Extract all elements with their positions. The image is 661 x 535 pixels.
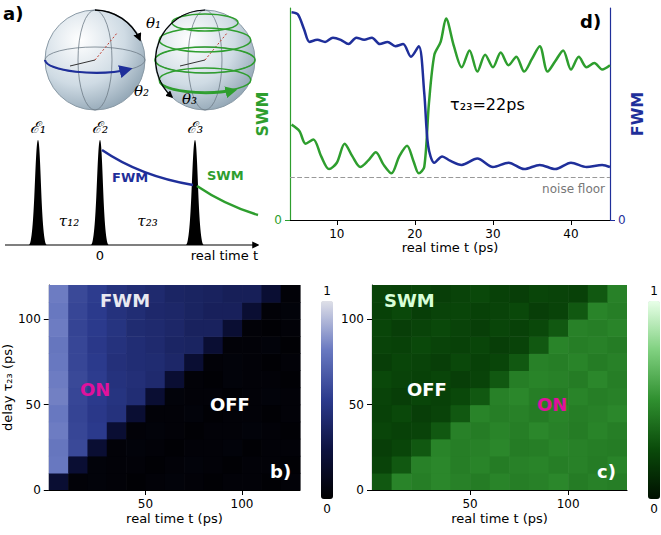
svg-text:c): c) <box>597 461 616 482</box>
svg-text:θ₃: θ₃ <box>182 90 197 108</box>
svg-text:τ₁₂: τ₁₂ <box>59 212 79 230</box>
svg-text:100: 100 <box>557 497 580 511</box>
svg-text:0: 0 <box>618 213 626 227</box>
svg-text:ℰ₁: ℰ₁ <box>30 118 46 137</box>
svg-text:a): a) <box>3 3 23 24</box>
svg-text:SWM: SWM <box>207 168 244 183</box>
svg-text:0: 0 <box>356 483 364 497</box>
svg-text:1: 1 <box>323 284 331 298</box>
svg-text:20: 20 <box>407 227 422 241</box>
svg-text:real time t (ps): real time t (ps) <box>451 511 548 526</box>
svg-text:ℰ₂: ℰ₂ <box>92 118 108 137</box>
svg-text:1: 1 <box>650 284 658 298</box>
svg-text:50: 50 <box>138 497 153 511</box>
svg-text:40: 40 <box>563 227 578 241</box>
svg-text:FWM: FWM <box>100 290 150 311</box>
svg-text:SWM: SWM <box>384 290 435 311</box>
svg-text:FWM: FWM <box>112 170 148 185</box>
svg-text:100: 100 <box>341 312 364 326</box>
svg-text:50: 50 <box>26 398 41 412</box>
svg-text:ON: ON <box>80 379 110 400</box>
svg-text:real time t: real time t <box>191 248 258 263</box>
svg-text:10: 10 <box>329 227 344 241</box>
svg-text:SWM: SWM <box>253 91 272 136</box>
svg-text:τ₂₃: τ₂₃ <box>137 212 157 230</box>
svg-text:50: 50 <box>349 398 364 412</box>
svg-text:50: 50 <box>462 497 477 511</box>
svg-text:real time t (ps): real time t (ps) <box>126 511 223 526</box>
svg-text:τ₂₃=22ps: τ₂₃=22ps <box>450 95 525 114</box>
svg-text:100: 100 <box>231 497 254 511</box>
svg-text:0: 0 <box>650 502 658 516</box>
svg-text:noise floor: noise floor <box>542 182 605 196</box>
svg-text:OFF: OFF <box>407 379 447 400</box>
svg-text:b): b) <box>270 461 291 482</box>
svg-text:ℰ₃: ℰ₃ <box>187 118 203 137</box>
svg-text:FWM: FWM <box>628 92 647 137</box>
svg-text:delay τ₂₃ (ps): delay τ₂₃ (ps) <box>0 344 15 431</box>
svg-text:0: 0 <box>323 502 331 516</box>
svg-text:θ₁: θ₁ <box>146 14 161 32</box>
svg-text:real time t (ps): real time t (ps) <box>402 240 499 255</box>
svg-text:OFF: OFF <box>210 394 250 415</box>
svg-text:0: 0 <box>33 483 41 497</box>
svg-text:ON: ON <box>537 394 567 415</box>
svg-text:0: 0 <box>274 213 282 227</box>
svg-text:30: 30 <box>485 227 500 241</box>
svg-text:0: 0 <box>96 248 104 263</box>
svg-text:100: 100 <box>18 312 41 326</box>
svg-text:θ₂: θ₂ <box>134 82 149 100</box>
svg-text:d): d) <box>580 11 601 32</box>
